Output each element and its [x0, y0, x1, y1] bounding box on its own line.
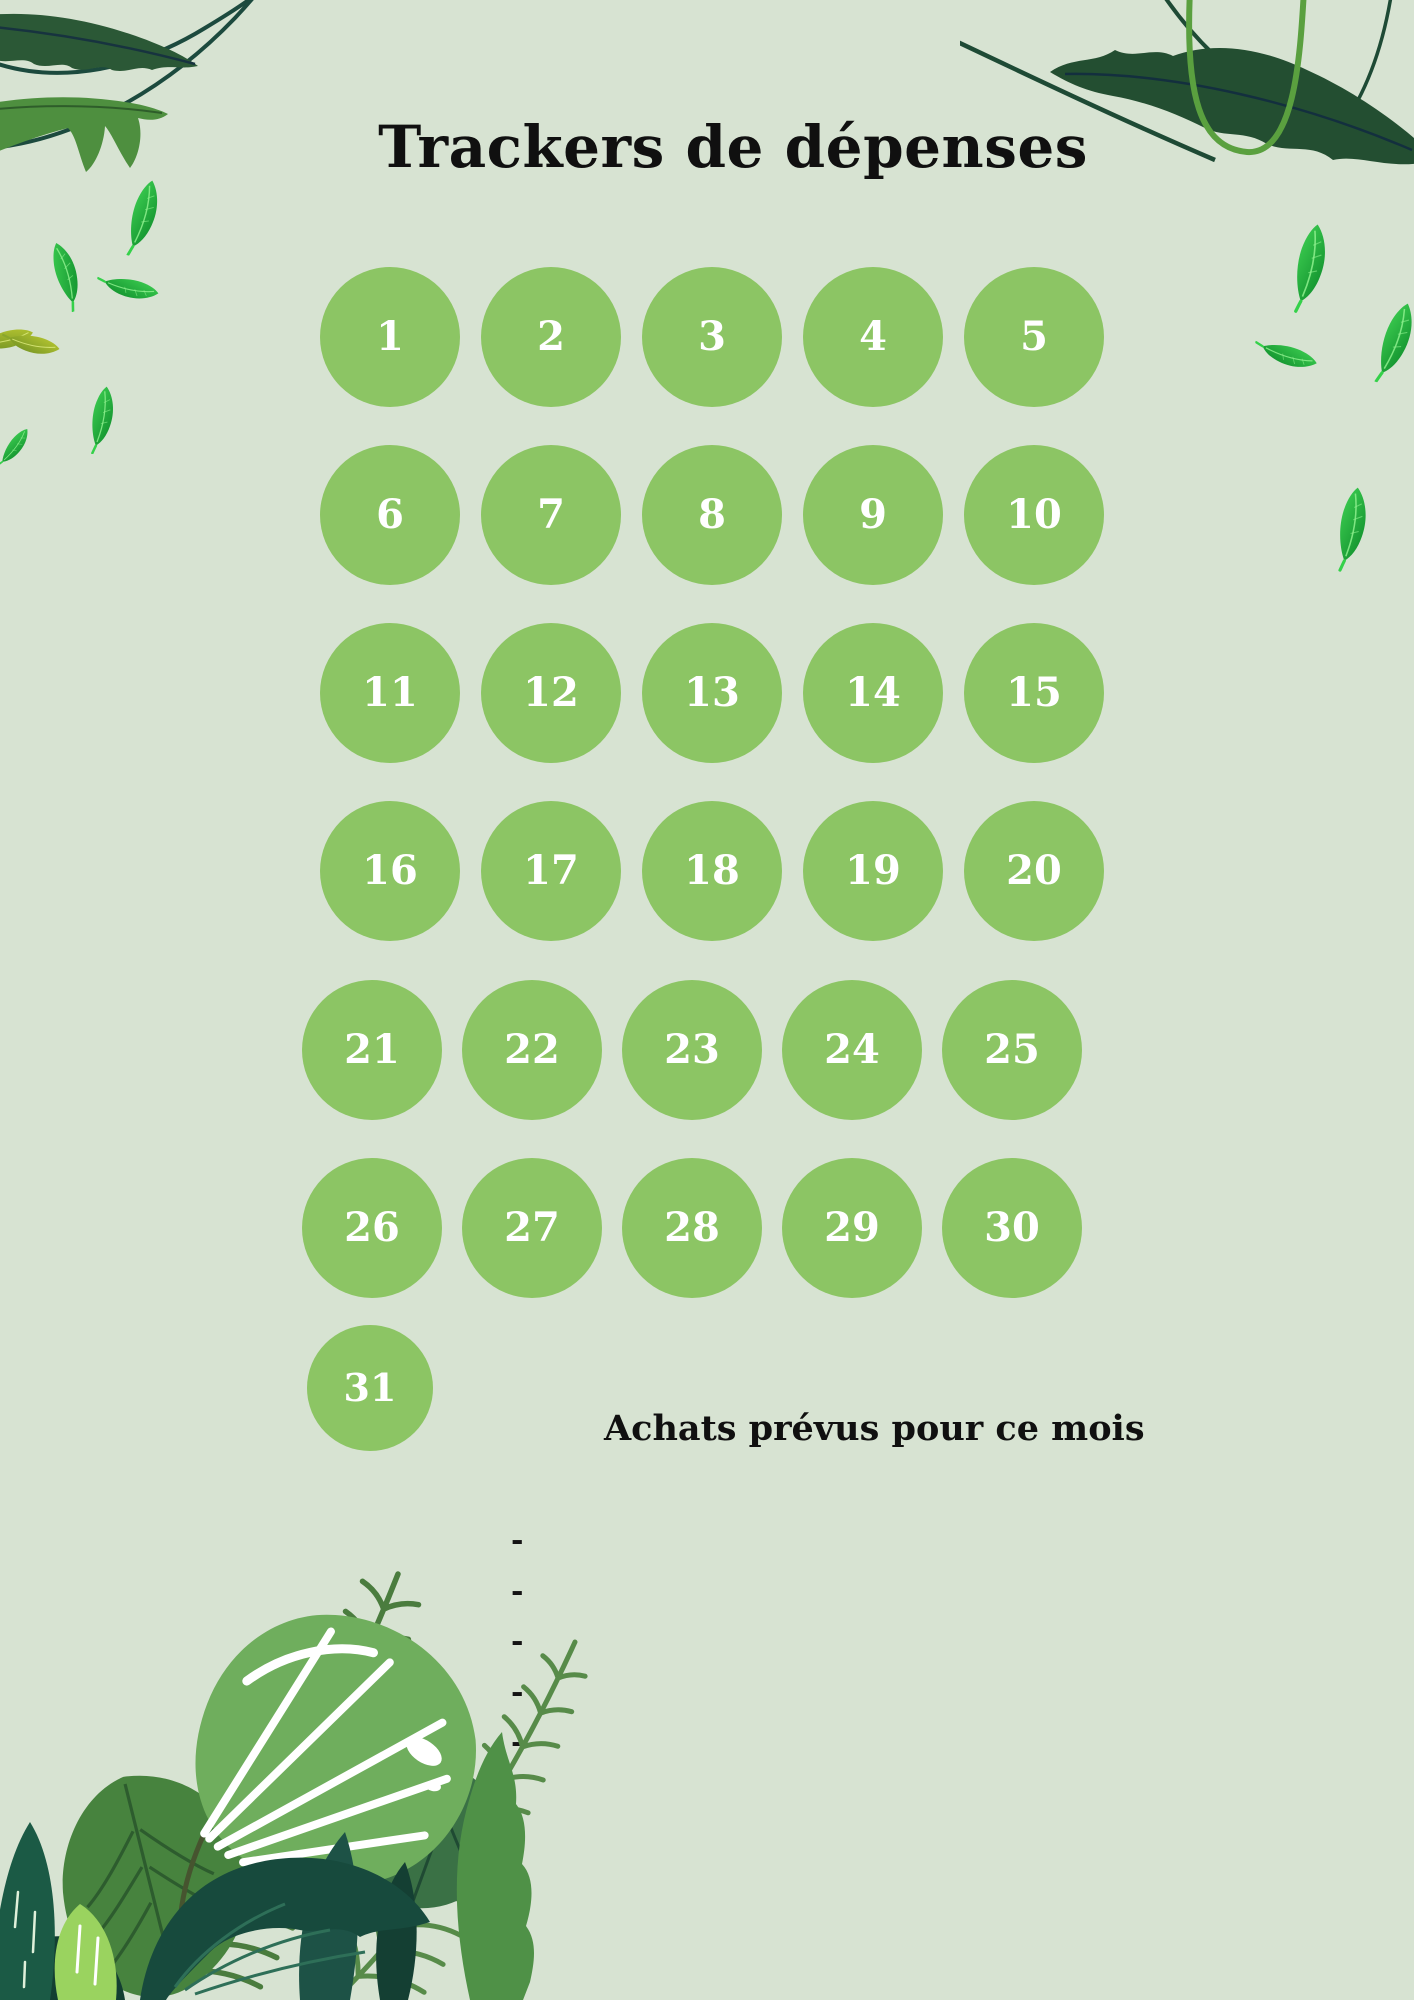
- calendar-row: 6 7 8 9 10: [320, 445, 1104, 585]
- day-circle-12: 12: [481, 623, 621, 763]
- day-circle-9: 9: [803, 445, 943, 585]
- calendar-row: 26 27 28 29 30: [302, 1158, 1082, 1298]
- day-circle-28: 28: [622, 1158, 762, 1298]
- arugula-leaf-dark-icon: [0, 13, 198, 71]
- falling-leaf-icon: [118, 175, 168, 260]
- falling-leaf-icon: [1284, 218, 1336, 319]
- day-circle-4: 4: [803, 267, 943, 407]
- day-circle-21: 21: [302, 980, 442, 1120]
- day-circle-31: 31: [307, 1325, 433, 1451]
- falling-leaf-icon: [1366, 297, 1414, 389]
- fern-frond-icon: [332, 1639, 588, 2000]
- calendar-row: 16 17 18 19 20: [320, 801, 1104, 941]
- day-circle-30: 30: [942, 1158, 1082, 1298]
- day-circle-7: 7: [481, 445, 621, 585]
- planned-item-dash: -: [511, 1674, 524, 1710]
- planned-item-dash: -: [511, 1725, 524, 1760]
- planned-item-dash: -: [511, 1624, 524, 1659]
- day-circle-16: 16: [320, 801, 460, 941]
- day-circle-6: 6: [320, 445, 460, 585]
- falling-leaf-icon: [94, 270, 162, 307]
- day-circle-14: 14: [803, 623, 943, 763]
- monstera-leaf-mid-icon: [37, 1753, 273, 2000]
- day-circle-15: 15: [964, 623, 1104, 763]
- falling-leaf-icon: [1329, 483, 1375, 575]
- falling-leaf-icon: [83, 383, 120, 456]
- day-circle-1: 1: [320, 267, 460, 407]
- page-title: Trackers de dépenses: [378, 113, 1088, 181]
- day-circle-8: 8: [642, 445, 782, 585]
- day-circle-26: 26: [302, 1158, 442, 1298]
- day-circle-18: 18: [642, 801, 782, 941]
- falling-leaf-icon: [1251, 333, 1322, 377]
- planned-item-dash: -: [511, 1523, 524, 1558]
- day-circle-20: 20: [964, 801, 1104, 941]
- tropical-leaves-teal-icon: [140, 1832, 430, 2000]
- day-circle-25: 25: [942, 980, 1082, 1120]
- fern-frond-icon: [135, 1571, 422, 2000]
- bottom-left-foliage: [0, 1571, 588, 2000]
- day-circle-23: 23: [622, 980, 762, 1120]
- day-circle-3: 3: [642, 267, 782, 407]
- dark-edge-leaf-icon: [0, 1822, 125, 2000]
- calendar-row: 21 22 23 24 25: [302, 980, 1082, 1120]
- falling-leaf-olive-icon: [0, 320, 37, 361]
- day-circle-10: 10: [964, 445, 1104, 585]
- day-circle-27: 27: [462, 1158, 602, 1298]
- day-circle-24: 24: [782, 980, 922, 1120]
- falling-leaf-icon: [0, 423, 36, 474]
- calendar-row: 31: [307, 1325, 433, 1451]
- day-circle-5: 5: [964, 267, 1104, 407]
- day-circle-11: 11: [320, 623, 460, 763]
- top-right-foliage: [960, 0, 1414, 165]
- falling-leaf-icon: [42, 237, 93, 315]
- planned-purchases-heading: Achats prévus pour ce mois: [604, 1408, 1145, 1449]
- day-circle-19: 19: [803, 801, 943, 941]
- bright-leaf-icon: [54, 1904, 117, 2000]
- monstera-leaf-light-icon: [176, 1614, 476, 1978]
- day-circle-22: 22: [462, 980, 602, 1120]
- falling-leaf-olive-icon: [0, 326, 63, 362]
- day-circle-29: 29: [782, 1158, 922, 1298]
- calendar-row: 11 12 13 14 15: [320, 623, 1104, 763]
- planned-list: - - - - -: [511, 1516, 523, 1769]
- day-circle-17: 17: [481, 801, 621, 941]
- jagged-leaf-icon: [456, 1732, 534, 2000]
- day-circle-13: 13: [642, 623, 782, 763]
- planned-item-dash: -: [511, 1573, 524, 1609]
- day-circle-2: 2: [481, 267, 621, 407]
- monstera-leaf-small-icon: [356, 1750, 521, 1929]
